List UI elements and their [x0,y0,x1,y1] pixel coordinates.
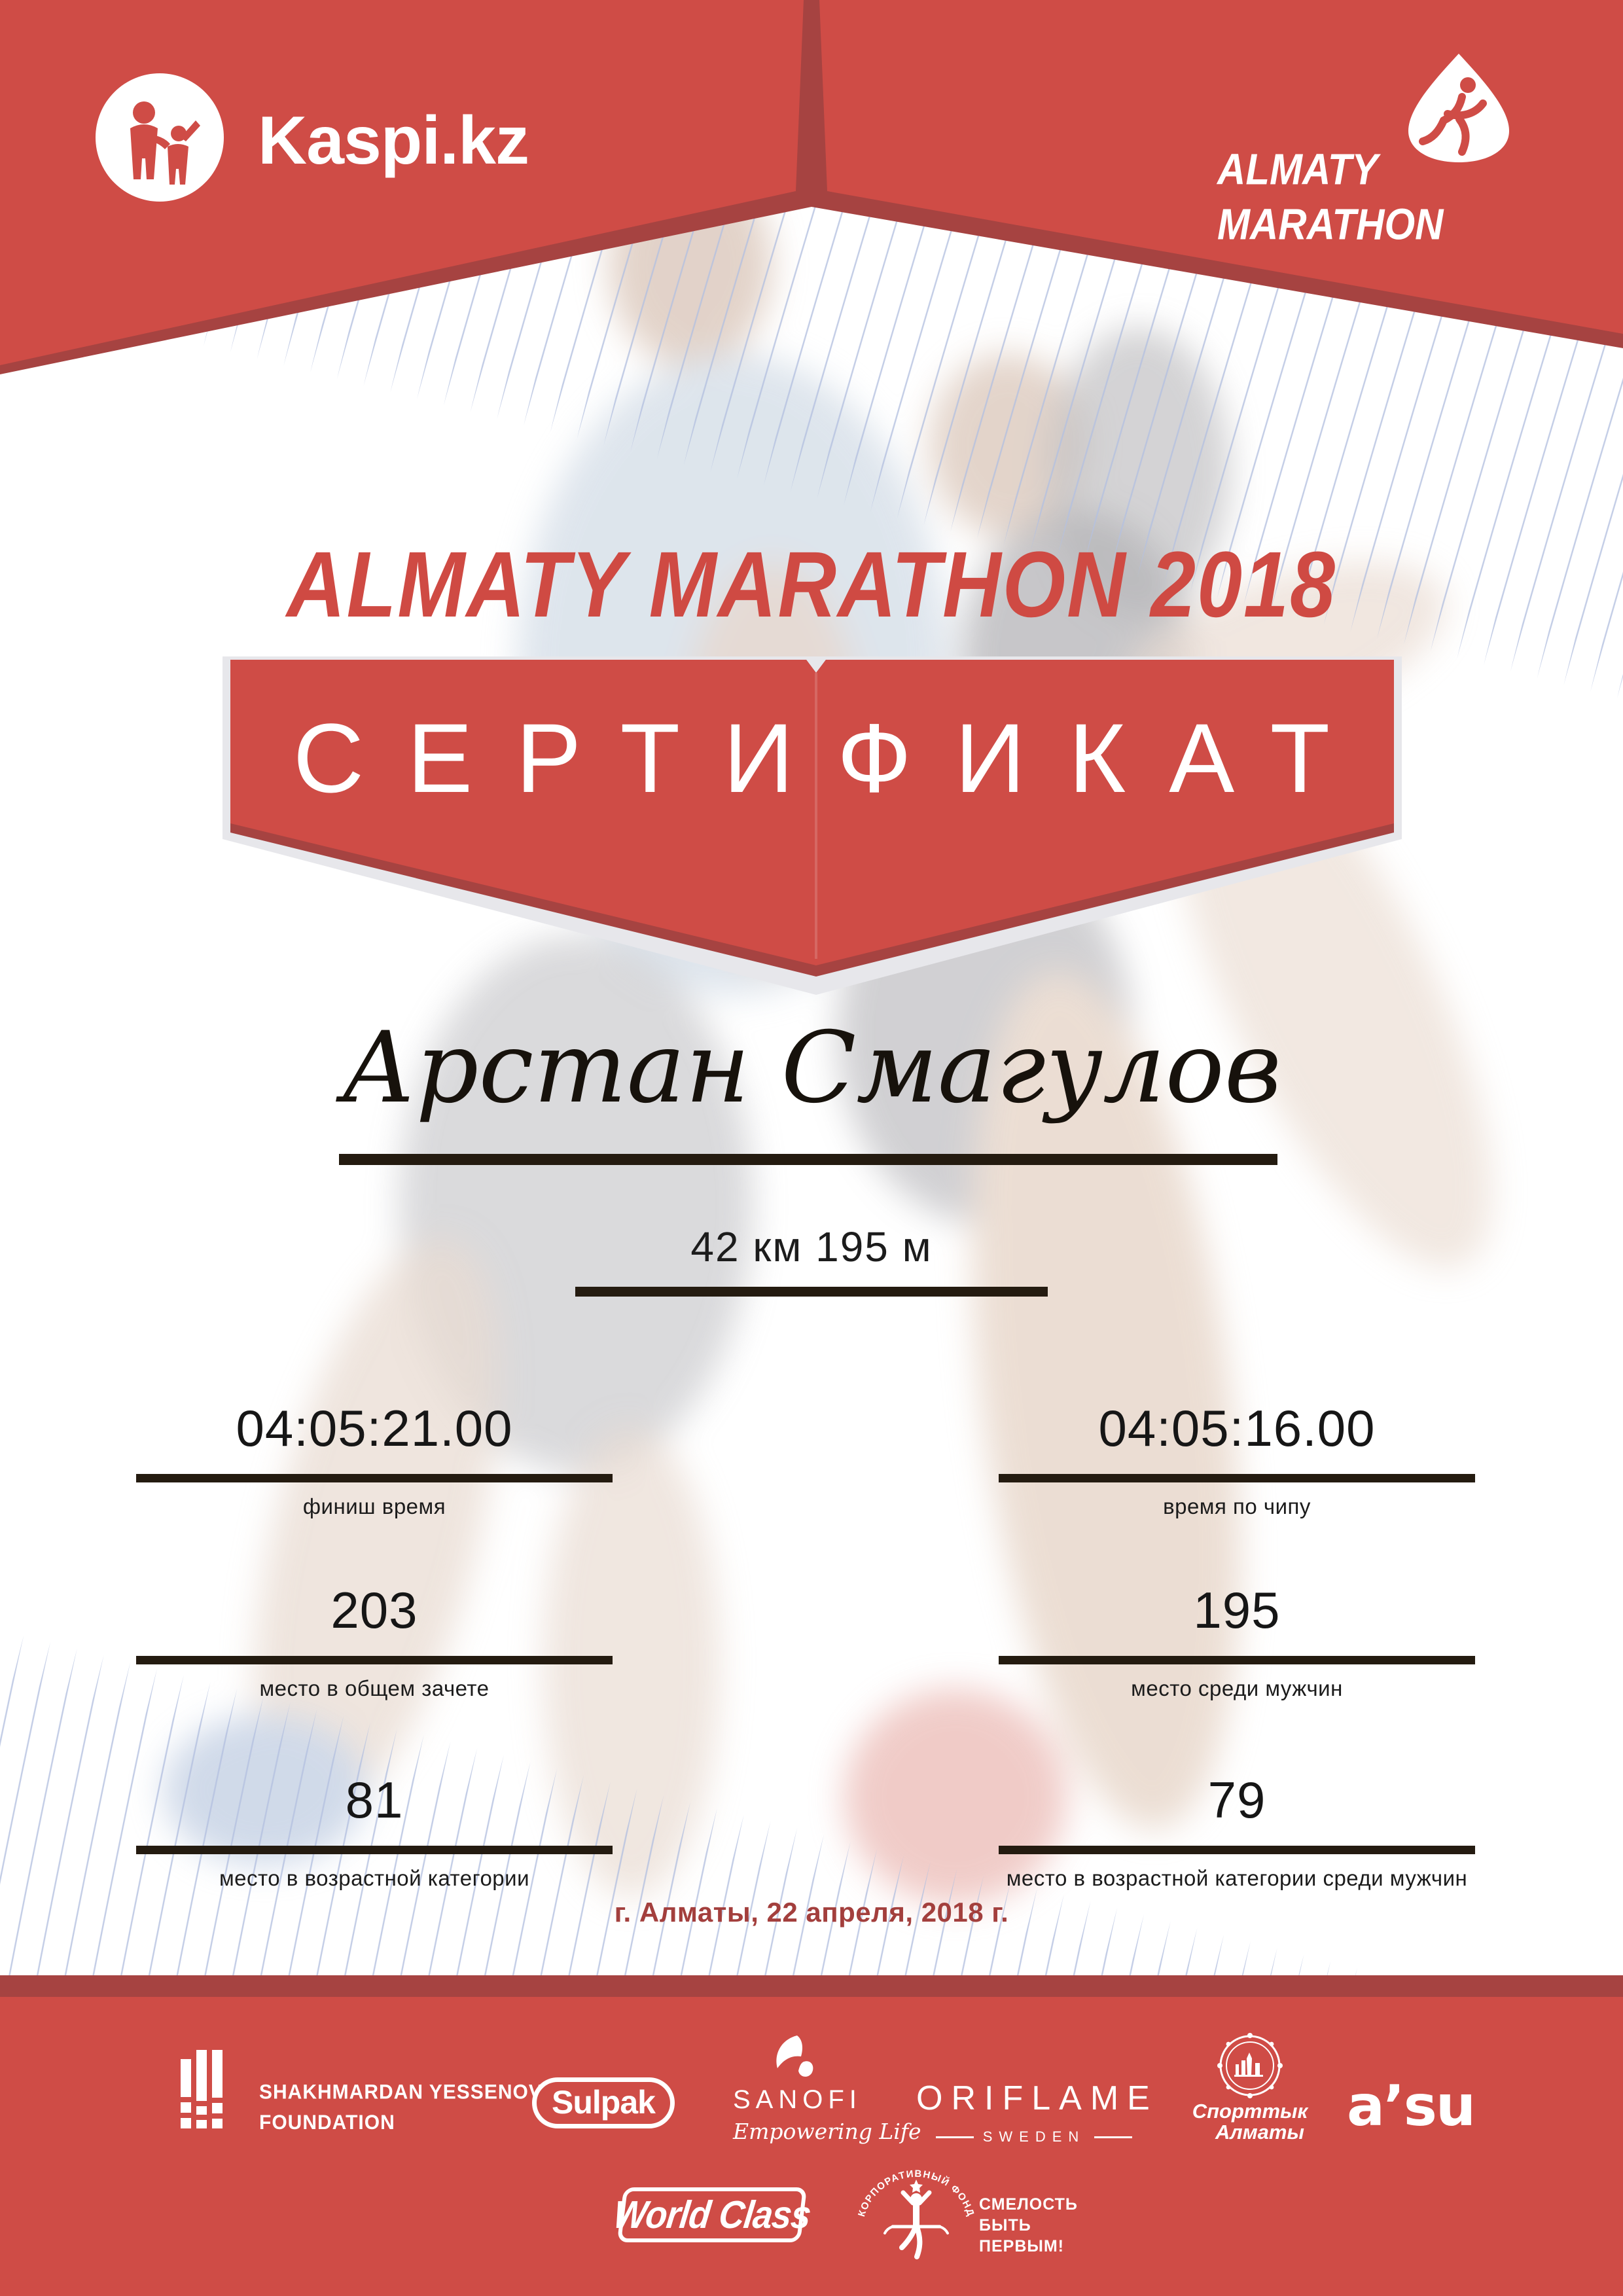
oriflame-dash-left [935,2136,974,2138]
almaty-marathon-logo: ALMATY MARATHON [1204,39,1610,262]
stat-gender-place: 195 место среди мужчин [988,1581,1486,1700]
fund-slogan-line3: ПЕРВЫМ! [979,2237,1064,2255]
oriflame-dash-right [1094,2136,1133,2138]
sanofi-tagline: Empowering Life [733,2119,921,2144]
stat-label: место в возрастной категории [219,1866,530,1890]
fund-slogan: СМЕЛОСТЬ БЫТЬ ПЕРВЫМ! [979,2194,1078,2257]
participant-name: Арстан Смагулов [341,1011,1282,1125]
asu-logo: a’su [1347,2073,1476,2139]
oriflame-sweden-label: SWEDEN [982,2128,1086,2145]
yessenov-line1: SHAKHMARDAN YESSENOV [259,2081,543,2104]
stat-finish-time: 04:05:21.00 финиш время [126,1399,623,1518]
stat-value: 81 [345,1771,404,1829]
sport-almaty-emblem-icon [1217,2033,1283,2098]
stat-age-place: 81 место в возрастной категории [126,1771,623,1890]
certificate-heading: СЕРТИФИКАТ [293,703,1374,813]
stat-value: 79 [1207,1771,1266,1829]
stat-label: место в общем зачете [259,1676,490,1700]
header-band [0,0,1623,374]
banner-face [230,660,1394,965]
stat-value: 195 [1193,1581,1281,1639]
fund-slogan-line2: БЫТЬ [979,2216,1031,2234]
world-class-wordmark: World Class [611,2193,813,2236]
sulpak-logo: Sulpak [532,2077,675,2128]
oriflame-wordmark: ORIFLAME [916,2079,1158,2117]
stat-age-gender-place: 79 место в возрастной категории среди му… [988,1771,1486,1890]
distance-value: 42 км 195 м [690,1223,933,1270]
oriflame-logo: ORIFLAME SWEDEN [916,2079,1152,2145]
kaspi-logo: Kaspi.kz [96,73,593,204]
stat-overall-place: 203 место в общем зачете [126,1581,623,1700]
footer-dark-stripe [0,1975,1623,1997]
stat-underline [136,1474,613,1482]
footer-red-band [0,1997,1623,2296]
stat-value: 04:05:16.00 [1098,1399,1376,1457]
sport-almaty-line2: Алматы [1215,2121,1304,2144]
world-class-logo: World Class [611,2187,813,2242]
date-location: г. Алматы, 22 апреля, 2018 г. [614,1897,1009,1928]
stat-value: 203 [330,1581,418,1639]
stat-chip-time: 04:05:16.00 время по чипу [988,1399,1486,1518]
marathon-logo-line2: MARATHON [1217,200,1444,249]
sulpak-wordmark: Sulpak [552,2084,656,2121]
marathon-logo-line1: ALMATY [1217,145,1378,194]
stat-label: финиш время [302,1494,446,1518]
name-underline [339,1154,1277,1165]
stat-underline [136,1656,613,1664]
sanofi-bird-icon [776,2036,813,2077]
yessenov-foundation-icon [181,2050,226,2128]
stat-underline [999,1474,1475,1482]
distance-underline [575,1287,1048,1297]
sport-almaty-line1: Спорттык [1192,2100,1308,2123]
stat-underline [136,1846,613,1854]
stat-label: место в возрастной категории среди мужчи… [1006,1866,1468,1890]
fund-slogan-line1: СМЕЛОСТЬ [979,2195,1078,2214]
sanofi-logo: SANOFI Empowering Life [733,2034,921,2144]
kaspi-wordmark: Kaspi.kz [258,103,529,179]
fund-star-icon [910,2179,923,2193]
kaspi-icon [96,73,224,202]
certificate-banner [223,656,1402,995]
stat-label: время по чипу [1163,1494,1311,1518]
kaspi-people-icon [130,101,200,185]
yessenov-foundation-label: SHAKHMARDAN YESSENOV FOUNDATION [259,2077,543,2138]
header-band-right [819,0,1623,334]
stat-underline [999,1656,1475,1664]
stat-label: место среди мужчин [1131,1676,1343,1700]
yessenov-line2: FOUNDATION [259,2111,395,2134]
corporate-fund-logo: КОРПОРАТИВНЫЙ ФОНД [856,2168,976,2259]
sport-almaty-logo: Спорттык Алматы [1191,2033,1309,2144]
sanofi-wordmark: SANOFI [733,2085,862,2114]
marathon-runner-icon [1408,54,1509,162]
stat-underline [999,1846,1475,1854]
event-title: ALMATY MARATHON 2018 [287,533,1336,637]
stat-value: 04:05:21.00 [236,1399,513,1457]
